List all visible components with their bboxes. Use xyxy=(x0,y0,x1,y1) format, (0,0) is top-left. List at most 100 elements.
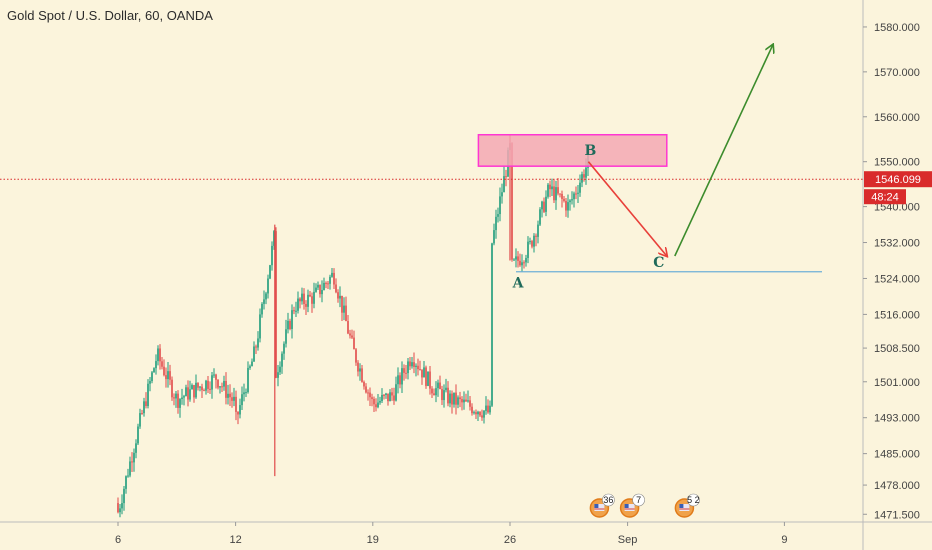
candle-body xyxy=(187,387,189,400)
candle-body xyxy=(169,371,171,380)
candle-body xyxy=(171,379,173,398)
candle-body xyxy=(211,375,213,390)
candle-body xyxy=(309,294,311,297)
candle-body xyxy=(535,235,537,237)
candle-body xyxy=(291,310,293,329)
candle-body xyxy=(165,375,167,380)
candles xyxy=(117,134,589,518)
candle-body xyxy=(155,361,157,369)
price-tick-label: 1560.000 xyxy=(874,112,920,124)
candle-body xyxy=(407,361,409,374)
candle-body xyxy=(161,361,163,367)
candle-body xyxy=(229,393,231,398)
price-tick-label: 1540.000 xyxy=(874,202,920,214)
candle-body xyxy=(269,265,271,279)
candle-body xyxy=(163,366,165,376)
candle-body xyxy=(439,382,441,390)
price-tick-label: 1532.000 xyxy=(874,238,920,250)
candle-body xyxy=(157,348,159,362)
candle-body xyxy=(117,503,119,513)
candle-body xyxy=(177,393,179,408)
candle-body xyxy=(125,476,127,489)
candle-body xyxy=(259,314,261,339)
candle-body xyxy=(527,241,529,258)
candle-body xyxy=(361,368,363,382)
candle-body xyxy=(219,386,221,388)
candle-body xyxy=(295,310,297,312)
candle-body xyxy=(159,348,161,362)
candle-body xyxy=(413,362,415,367)
event-flag[interactable]: 36 xyxy=(589,493,615,518)
price-tick-label: 1501.000 xyxy=(874,377,920,389)
candle-body xyxy=(337,292,339,299)
candle-body xyxy=(213,374,215,376)
candle-body xyxy=(559,193,561,195)
candle-body xyxy=(231,397,233,401)
drawings: A B C xyxy=(0,45,863,291)
candle-body xyxy=(405,372,407,374)
economic-events[interactable]: 36 7 5 2 xyxy=(589,493,700,518)
candle-body xyxy=(379,400,381,403)
candle-body xyxy=(357,362,359,372)
event-flag[interactable]: 7 xyxy=(619,493,645,518)
price-axis[interactable]: 1580.000 1570.000 1560.000 1550.000 1540.000… xyxy=(862,0,932,550)
candle-body xyxy=(221,386,223,388)
candle-body xyxy=(199,386,201,388)
price-tick-label: 1478.000 xyxy=(874,480,920,492)
candle-body xyxy=(445,387,447,391)
candle-body xyxy=(557,187,559,194)
candle-body xyxy=(499,196,501,215)
candle-body xyxy=(255,346,257,348)
candle-body xyxy=(481,415,483,418)
candle-body xyxy=(427,371,429,386)
candle-body xyxy=(143,401,145,414)
price-tick-label: 1580.000 xyxy=(874,22,920,34)
candle-body xyxy=(375,404,377,408)
candle-body xyxy=(545,196,547,212)
candle-body xyxy=(421,369,423,378)
candle-body xyxy=(529,241,531,243)
candle-body xyxy=(185,387,187,397)
candle-body xyxy=(131,461,133,463)
candle-body xyxy=(265,293,267,300)
candle-body xyxy=(149,381,151,384)
time-axis[interactable]: Aug6121926Sep9 xyxy=(0,521,932,546)
candle-body xyxy=(511,143,513,260)
time-tick-label: 9 xyxy=(781,534,787,546)
candle-body xyxy=(365,386,367,393)
candle-body xyxy=(473,412,475,414)
candle-body xyxy=(303,293,305,304)
candle-body xyxy=(433,393,435,396)
event-flag[interactable]: 5 2 xyxy=(674,493,700,518)
candle-body xyxy=(123,488,125,504)
candle-body xyxy=(253,346,255,362)
candle-body xyxy=(281,353,283,367)
candle-body xyxy=(401,368,403,385)
candle-body xyxy=(443,390,445,401)
candle-body xyxy=(121,503,123,509)
candle-body xyxy=(553,186,555,201)
candle-body xyxy=(139,413,141,427)
candle-body xyxy=(479,411,481,416)
candle-body xyxy=(251,361,253,367)
candle-body xyxy=(369,392,371,398)
candle-body xyxy=(579,182,581,193)
time-tick-label: 26 xyxy=(504,534,516,546)
candle-body xyxy=(323,282,325,291)
countdown-badge xyxy=(864,189,906,205)
countdown-label: 48:24 xyxy=(871,192,899,204)
candle-body xyxy=(153,368,155,373)
candle-body xyxy=(283,343,285,354)
candle-body xyxy=(371,397,373,399)
candle-body xyxy=(367,392,369,394)
candle-body xyxy=(465,399,467,402)
projection-arrow-up xyxy=(674,45,773,257)
price-tick-label: 1485.000 xyxy=(874,449,920,461)
current-price-label: 1546.099 xyxy=(875,174,921,186)
price-tick-label: 1570.000 xyxy=(874,67,920,79)
candle-body xyxy=(239,405,241,415)
candle-body xyxy=(429,371,431,389)
candle-body xyxy=(451,393,453,405)
